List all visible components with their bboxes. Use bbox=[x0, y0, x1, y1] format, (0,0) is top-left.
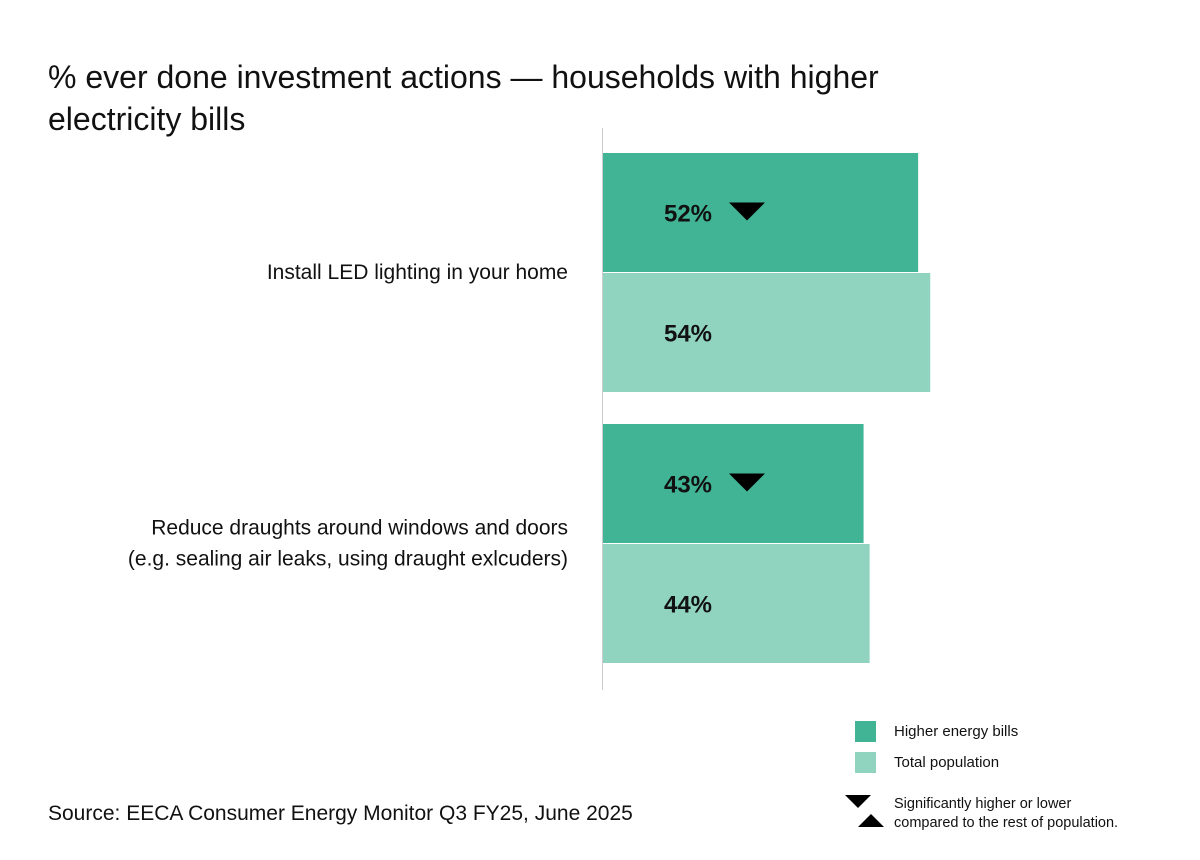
legend-swatch-total bbox=[855, 751, 876, 773]
legend-item-total-population: Total population bbox=[855, 751, 1185, 773]
bar-value-label: 44% bbox=[664, 592, 712, 619]
bar-value-label: 52% bbox=[664, 201, 712, 228]
legend-swatch-higher bbox=[855, 720, 876, 742]
significance-text-line-2: compared to the rest of population. bbox=[894, 815, 1119, 831]
significance-text-line-1: Significantly higher or lower bbox=[894, 796, 1072, 812]
bar-value-label: 43% bbox=[664, 472, 712, 499]
bar bbox=[603, 273, 931, 392]
bar bbox=[603, 544, 870, 663]
source-note: Source: EECA Consumer Energy Monitor Q3 … bbox=[48, 802, 633, 825]
triangle-up-icon bbox=[858, 814, 884, 827]
triangle-down-icon bbox=[845, 795, 871, 808]
legend-label-total: Total population bbox=[894, 753, 1000, 771]
bars-layer: Install LED lighting in your home 52% 54% R… bbox=[128, 153, 931, 663]
legend-label-higher: Higher energy bills bbox=[894, 722, 1019, 740]
legend-item-higher-energy-bills: Higher energy bills bbox=[855, 720, 1185, 742]
significance-icons bbox=[845, 795, 884, 831]
category-label: Reduce draughts around windows and doors bbox=[151, 517, 568, 540]
triangle-down-icon bbox=[729, 473, 765, 492]
bar-value-label: 54% bbox=[664, 321, 712, 348]
category-label: (e.g. sealing air leaks, using draught e… bbox=[128, 548, 568, 571]
significance-text: Significantly higher or lower compared t… bbox=[894, 795, 1118, 833]
bar bbox=[603, 424, 864, 543]
bar bbox=[603, 153, 919, 272]
chart-title: % ever done investment actions — househo… bbox=[48, 59, 879, 137]
triangle-down-icon bbox=[729, 202, 765, 221]
category-label: Install LED lighting in your home bbox=[267, 261, 568, 284]
significance-legend: Significantly higher or lower compared t… bbox=[845, 795, 1118, 833]
legend: Higher energy bills Total population bbox=[855, 720, 1185, 782]
